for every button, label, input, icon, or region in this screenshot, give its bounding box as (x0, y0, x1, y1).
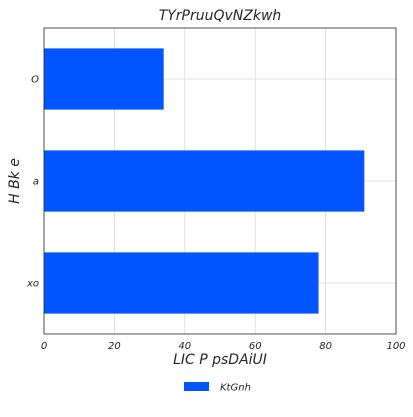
x-tick-label: 20 (108, 341, 121, 352)
y-tick-labels: Oa xo (26, 75, 39, 290)
y-tick-label: a (33, 177, 39, 188)
x-tick-label: 80 (319, 341, 332, 352)
bar-xo (44, 252, 319, 314)
bars (44, 48, 365, 314)
bar-a (44, 150, 365, 212)
x-tick-label: 40 (178, 341, 191, 352)
x-axis-label: LIC P psDAiUI (173, 352, 267, 368)
chart-title: TYrPruuQvNZkwh (159, 8, 282, 24)
x-tick-labels: 0 20 40 60 80 100 (41, 341, 406, 352)
legend-swatch-0 (184, 382, 209, 391)
x-tick-label: 60 (249, 341, 262, 352)
y-axis-label: H Bk e (7, 158, 23, 204)
y-tick-label: xo (26, 279, 39, 290)
x-tick-label: 100 (386, 341, 405, 352)
bar-O (44, 48, 164, 110)
x-tick-label: 0 (41, 341, 47, 352)
legend-label-0: KtGnh (220, 383, 251, 394)
plot-frame (43, 27, 397, 335)
legend: KtGnh (184, 382, 251, 394)
y-tick-label: O (31, 75, 39, 86)
